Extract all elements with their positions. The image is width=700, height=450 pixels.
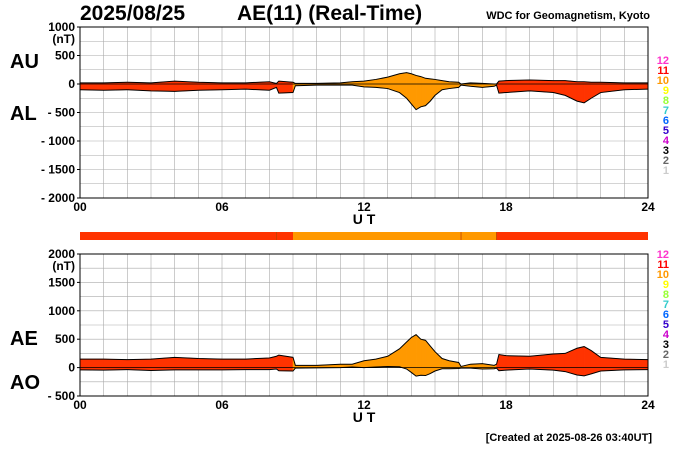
station-count-legend-item: 4 — [663, 135, 670, 147]
data-band — [415, 75, 422, 111]
station-count-legend-item: 12 — [657, 55, 669, 67]
series-line-ao — [79, 365, 649, 377]
data-band — [583, 346, 592, 377]
y-tick-label: 2000 — [48, 247, 75, 261]
plot-frame — [79, 253, 649, 397]
station-bar-segment — [276, 232, 293, 240]
data-band — [553, 353, 566, 372]
station-count-legend-item: 6 — [663, 115, 669, 127]
data-band — [127, 358, 152, 371]
station-bar-segment — [461, 232, 497, 240]
data-band — [221, 358, 246, 371]
station-count-legend-item: 5 — [663, 319, 669, 331]
data-band — [600, 357, 625, 372]
source-label: WDC for Geomagnetism, Kyoto — [486, 10, 650, 22]
station-count-legend-item: 6 — [663, 309, 669, 321]
x-axis-label: U T — [353, 409, 376, 425]
au-label: AU — [10, 51, 39, 73]
al-label: AL — [10, 103, 37, 125]
x-tick-label: 18 — [499, 398, 513, 412]
data-band — [498, 354, 507, 371]
station-count-legend-item: 7 — [663, 299, 669, 311]
data-band — [411, 334, 417, 377]
data-band — [103, 358, 128, 371]
data-band — [198, 82, 223, 91]
y-tick-label: 500 — [55, 49, 75, 63]
x-tick-label: 06 — [215, 398, 229, 412]
data-band — [198, 358, 223, 371]
data-band — [399, 72, 407, 99]
station-count-legend-item: 8 — [663, 289, 669, 301]
station-count-legend-item: 7 — [663, 105, 669, 117]
x-tick-label: 12 — [357, 200, 371, 214]
data-band — [583, 81, 592, 104]
station-count-legend-item: 11 — [657, 65, 669, 77]
x-tick-label: 24 — [641, 200, 655, 214]
station-count-legend-item: 9 — [663, 279, 669, 291]
station-count-legend-item: 1 — [663, 165, 669, 177]
created-timestamp: [Created at 2025-08-26 03:40UT] — [485, 432, 652, 444]
data-band — [576, 81, 585, 104]
y-tick-label: 1000 — [48, 20, 75, 34]
y-tick-label: 1500 — [48, 275, 75, 289]
data-band — [174, 80, 199, 92]
y-axis-unit: (nT) — [52, 259, 75, 273]
station-bar-segment — [496, 232, 648, 240]
x-tick-label: 18 — [499, 200, 513, 214]
x-axis-label: U T — [353, 211, 376, 227]
data-band — [576, 346, 585, 377]
ao-label: AO — [10, 372, 40, 394]
station-count-legend-item: 3 — [663, 145, 669, 157]
data-band — [420, 338, 426, 376]
series-line-ae — [80, 334, 649, 368]
data-band — [406, 336, 412, 373]
series-line-au — [80, 72, 648, 85]
index-title: AE(11) (Real-Time) — [237, 2, 423, 25]
station-bar-segment — [80, 232, 277, 240]
station-bar-segment — [293, 232, 462, 240]
station-count-legend-item: 2 — [663, 349, 669, 361]
data-band — [150, 357, 175, 371]
y-tick-label: 0 — [68, 361, 75, 375]
station-count-legend-item: 4 — [663, 329, 670, 341]
station-count-legend-item: 3 — [663, 339, 669, 351]
data-band — [276, 354, 280, 372]
data-band — [387, 348, 400, 368]
station-count-legend-item: 9 — [663, 85, 669, 97]
x-tick-label: 24 — [641, 398, 655, 412]
data-band — [278, 80, 294, 94]
x-tick-label: 00 — [73, 200, 87, 214]
station-count-legend-item: 10 — [657, 75, 669, 87]
data-band — [624, 358, 649, 371]
data-band — [103, 82, 128, 91]
station-count-legend-item: 11 — [657, 259, 669, 271]
x-tick-label: 12 — [357, 398, 371, 412]
station-count-legend-item: 1 — [663, 359, 669, 371]
y-tick-label: 1000 — [48, 304, 75, 318]
data-band — [498, 80, 507, 94]
y-tick-label: - 1500 — [41, 163, 75, 177]
y-tick-label: 0 — [68, 77, 75, 91]
x-tick-label: 00 — [73, 398, 87, 412]
y-tick-label: 500 — [55, 332, 75, 346]
date-title: 2025/08/25 — [80, 2, 186, 25]
station-count-legend-item: 5 — [663, 125, 669, 137]
data-band — [415, 334, 422, 377]
y-axis-unit: (nT) — [52, 32, 75, 46]
station-count-legend-item: 2 — [663, 155, 669, 167]
data-band — [420, 76, 426, 108]
y-tick-label: - 500 — [48, 389, 76, 403]
y-tick-label: - 500 — [48, 106, 76, 120]
ae-label: AE — [10, 328, 38, 350]
series-line-al — [79, 84, 649, 111]
y-tick-label: - 1000 — [41, 134, 75, 148]
station-count-legend-item: 8 — [663, 95, 669, 107]
data-band — [79, 358, 104, 371]
station-count-legend-item: 12 — [657, 249, 669, 261]
y-tick-label: - 2000 — [41, 191, 75, 205]
station-count-legend-item: 10 — [657, 269, 669, 281]
x-tick-label: 06 — [215, 200, 229, 214]
